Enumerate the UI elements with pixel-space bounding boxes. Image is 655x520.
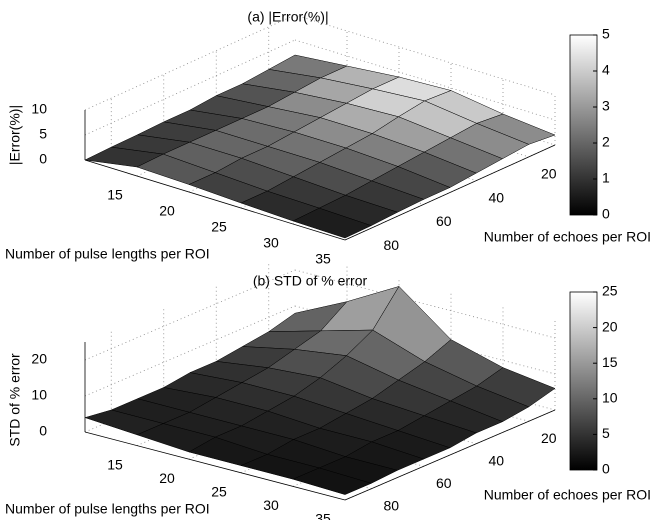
z-tick-label: 10: [31, 387, 47, 403]
y-tick-label: 80: [383, 237, 399, 253]
colorbar-tick-label: 0: [602, 461, 610, 477]
colorbar: [569, 291, 598, 471]
x-tick-label: 15: [107, 187, 123, 203]
y-tick-label: 80: [383, 497, 399, 513]
z-axis-label: STD of % error: [7, 353, 23, 447]
colorbar-tick-label: 1: [602, 170, 610, 186]
x-axis-label: Number of pulse lengths per ROI: [5, 501, 210, 517]
y-tick-label: 40: [488, 452, 504, 468]
grid-line: [294, 14, 556, 96]
z-axis-label: |Error(%)|: [7, 105, 23, 165]
chart-title: (b) STD of % error: [253, 273, 368, 289]
x-tick-label: 20: [159, 470, 175, 486]
axis-line: [344, 409, 556, 501]
axis-line: [84, 431, 346, 501]
x-tick-label: 30: [263, 497, 279, 513]
colorbar-tick-label: 0: [602, 206, 610, 222]
colorbar-tick-label: 2: [602, 134, 610, 150]
axis-line: [344, 144, 556, 241]
z-tick-label: 20: [31, 351, 47, 367]
colorbar-tick-label: 5: [602, 26, 610, 42]
z-tick-label: 0: [39, 151, 47, 167]
colorbar-tick-label: 20: [602, 318, 618, 334]
y-axis-label: Number of echoes per ROI: [484, 229, 651, 245]
colorbar: [569, 34, 598, 216]
y-axis-label: Number of echoes per ROI: [484, 487, 651, 503]
axis-line: [84, 159, 346, 241]
x-tick-label: 25: [211, 219, 227, 235]
y-tick-label: 20: [541, 166, 557, 182]
surface-patch: [292, 467, 372, 495]
x-tick-label: 15: [107, 456, 123, 472]
y-tick-label: 20: [541, 430, 557, 446]
z-tick-label: 0: [39, 423, 47, 439]
grid-line: [294, 269, 556, 339]
x-axis-label: Number of pulse lengths per ROI: [5, 246, 210, 262]
colorbar-tick-label: 25: [602, 283, 618, 299]
x-tick-label: 35: [315, 251, 331, 267]
y-tick-label: 60: [436, 475, 452, 491]
x-tick-label: 25: [211, 484, 227, 500]
z-tick-label: 10: [31, 101, 47, 117]
colorbar-tick-label: 5: [602, 425, 610, 441]
x-tick-label: 20: [159, 203, 175, 219]
grid-line: [84, 14, 296, 111]
y-tick-label: 60: [436, 213, 452, 229]
x-tick-label: 35: [315, 511, 331, 520]
grid-line: [84, 39, 296, 136]
colorbar-tick-label: 10: [602, 390, 618, 406]
x-tick-label: 30: [263, 235, 279, 251]
colorbar-tick-label: 15: [602, 354, 618, 370]
z-tick-label: 5: [39, 126, 47, 142]
y-tick-label: 40: [488, 189, 504, 205]
chart-title: (a) |Error(%)|: [247, 9, 328, 25]
surface-patch: [292, 207, 372, 239]
colorbar-tick-label: 4: [602, 62, 610, 78]
colorbar-tick-label: 3: [602, 98, 610, 114]
grid-line: [294, 39, 556, 121]
